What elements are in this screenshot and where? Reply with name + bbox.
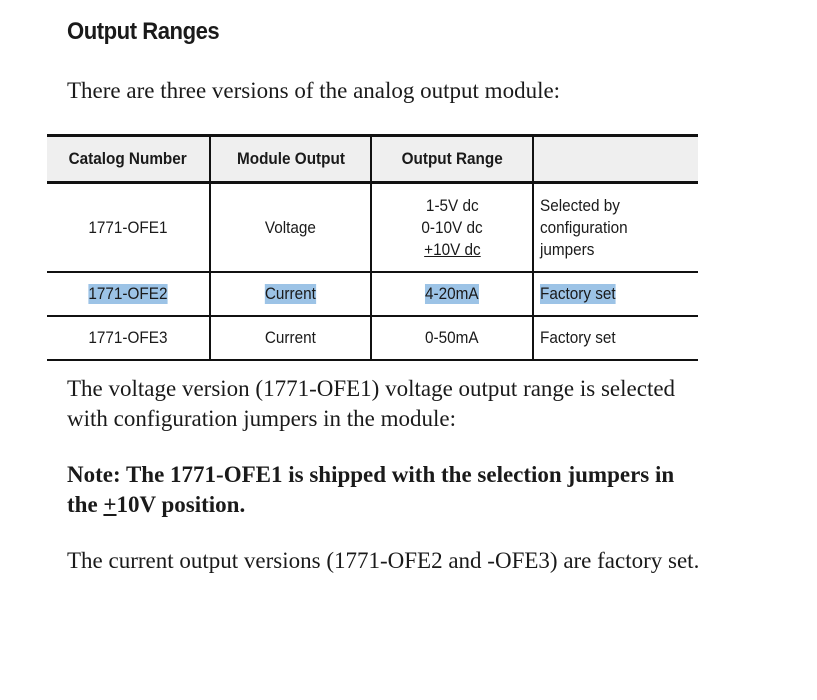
cell-note: Factory set: [532, 316, 698, 360]
note-paragraph: Note: The 1771-OFE1 is shipped with the …: [67, 462, 675, 517]
cell-output: Current: [209, 316, 372, 360]
cell-catalog: 1771-OFE1: [47, 182, 211, 272]
cell-range: 0-50mA: [370, 316, 534, 360]
cell-range: 4-20mA: [370, 272, 534, 316]
cell-catalog: 1771-OFE3: [47, 316, 211, 360]
output-range-table: Catalog Number Module Output Output Rang…: [47, 134, 698, 361]
voltage-paragraph: The voltage version (1771-OFE1) voltage …: [67, 376, 676, 431]
col-module-output: Module Output: [209, 135, 372, 183]
cell-output: Current: [209, 272, 372, 316]
table-row-selected: 1771-OFE2 Current 4-20mA Factory set: [47, 272, 698, 316]
col-notes: [532, 135, 698, 183]
section-heading: Output Ranges: [67, 18, 220, 45]
col-output-range: Output Range: [370, 135, 534, 183]
intro-text: There are three versions of the analog o…: [67, 78, 561, 103]
cell-note: Selected by configuration jumpers: [532, 182, 698, 272]
col-catalog-number: Catalog Number: [47, 135, 211, 183]
current-paragraph: The current output versions (1771-OFE2 a…: [67, 548, 700, 573]
cell-range: 1-5V dc 0-10V dc +10V dc: [370, 182, 534, 272]
cell-note: Factory set: [532, 272, 698, 316]
table-row: 1771-OFE3 Current 0-50mA Factory set: [47, 316, 698, 360]
cell-catalog: 1771-OFE2: [47, 272, 211, 316]
cell-output: Voltage: [209, 182, 372, 272]
table-header-row: Catalog Number Module Output Output Rang…: [47, 135, 698, 183]
table-row: 1771-OFE1 Voltage 1-5V dc 0-10V dc +10V dc…: [47, 182, 698, 272]
